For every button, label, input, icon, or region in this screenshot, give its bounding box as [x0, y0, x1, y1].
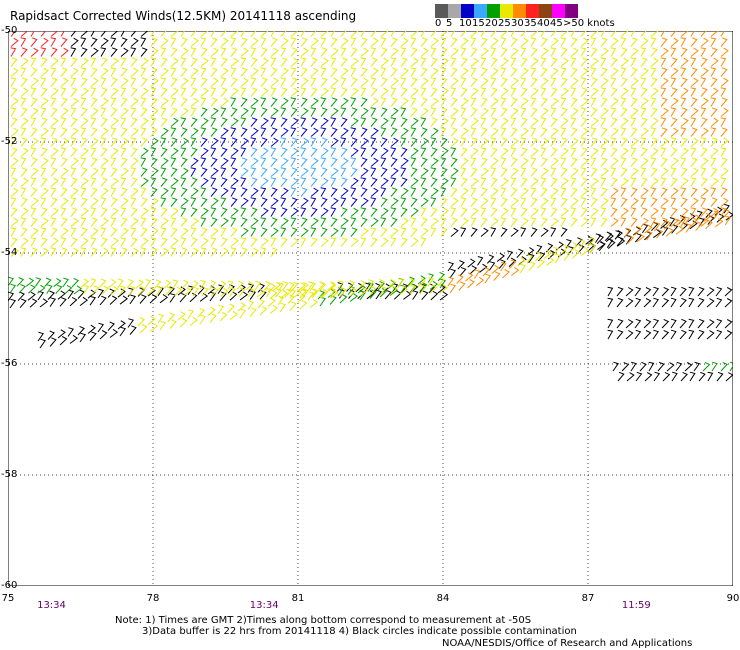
legend-labels: 0 5 10 15 20 25 30 35 40 45 >50 knots — [435, 18, 615, 30]
legend-swatch — [487, 4, 500, 18]
map-frame — [8, 31, 733, 586]
note-line-1: Note: 1) Times are GMT 2)Times along bot… — [115, 615, 532, 626]
legend-swatch — [539, 4, 552, 18]
notes: Note: 1) Times are GMT 2)Times along bot… — [115, 615, 577, 637]
legend-swatch — [552, 4, 565, 18]
longitude-label: 84 — [436, 593, 450, 604]
legend-label: 25 — [498, 18, 511, 29]
latitude-label: -52 — [1, 136, 18, 147]
longitude-label: 81 — [291, 593, 305, 604]
latitude-label: -58 — [1, 469, 18, 480]
wind-barbs-blue — [190, 117, 409, 217]
latitude-label: -60 — [1, 580, 18, 591]
credit-line: NOAA/NESDIS/Office of Research and Appli… — [442, 638, 693, 649]
time-label: 13:34 — [249, 600, 279, 611]
legend-swatch — [513, 4, 526, 18]
longitude-label: 78 — [146, 593, 160, 604]
legend-label: 40 — [537, 18, 550, 29]
latitude-label: -54 — [1, 247, 18, 258]
legend-label: 45 — [550, 18, 563, 29]
legend-color-bar — [435, 4, 578, 18]
wind-barbs-light-blue — [240, 137, 358, 197]
latitude-label: -50 — [1, 25, 18, 36]
longitude-label: 90 — [726, 593, 740, 604]
wind-barbs-yellow — [10, 31, 729, 334]
legend-label: >50 knots — [563, 18, 615, 29]
note-line-2: 3)Data buffer is 22 hrs from 20141118 4)… — [142, 626, 577, 637]
legend-swatch — [474, 4, 487, 18]
time-label: 13:34 — [37, 600, 66, 611]
wind-barbs-orange — [447, 31, 733, 294]
longitude-label: 75 — [1, 593, 15, 604]
legend-label: 10 — [459, 18, 472, 29]
legend-label: 15 — [472, 18, 485, 29]
legend-label: 20 — [485, 18, 498, 29]
legend-swatch — [526, 4, 539, 18]
map-title: Rapidsact Corrected Winds(12.5KM) 201411… — [10, 9, 357, 23]
wind-speed-legend: 0 5 10 15 20 25 30 35 40 45 >50 knots — [435, 4, 615, 30]
wind-barbs-red — [10, 31, 69, 57]
legend-label: 35 — [524, 18, 537, 29]
longitude-label: 87 — [581, 593, 595, 604]
time-label: 11:59 — [621, 600, 651, 611]
wind-map — [8, 31, 733, 586]
legend-label: 30 — [511, 18, 524, 29]
legend-swatch — [461, 4, 474, 18]
legend-swatch — [565, 4, 578, 18]
legend-swatch — [435, 4, 448, 18]
legend-label: 5 — [446, 18, 453, 29]
wind-barbs — [8, 31, 733, 382]
legend-swatch — [500, 4, 513, 18]
latitude-label: -56 — [1, 358, 18, 369]
legend-swatch — [448, 4, 461, 18]
legend-label: 0 — [435, 18, 442, 29]
